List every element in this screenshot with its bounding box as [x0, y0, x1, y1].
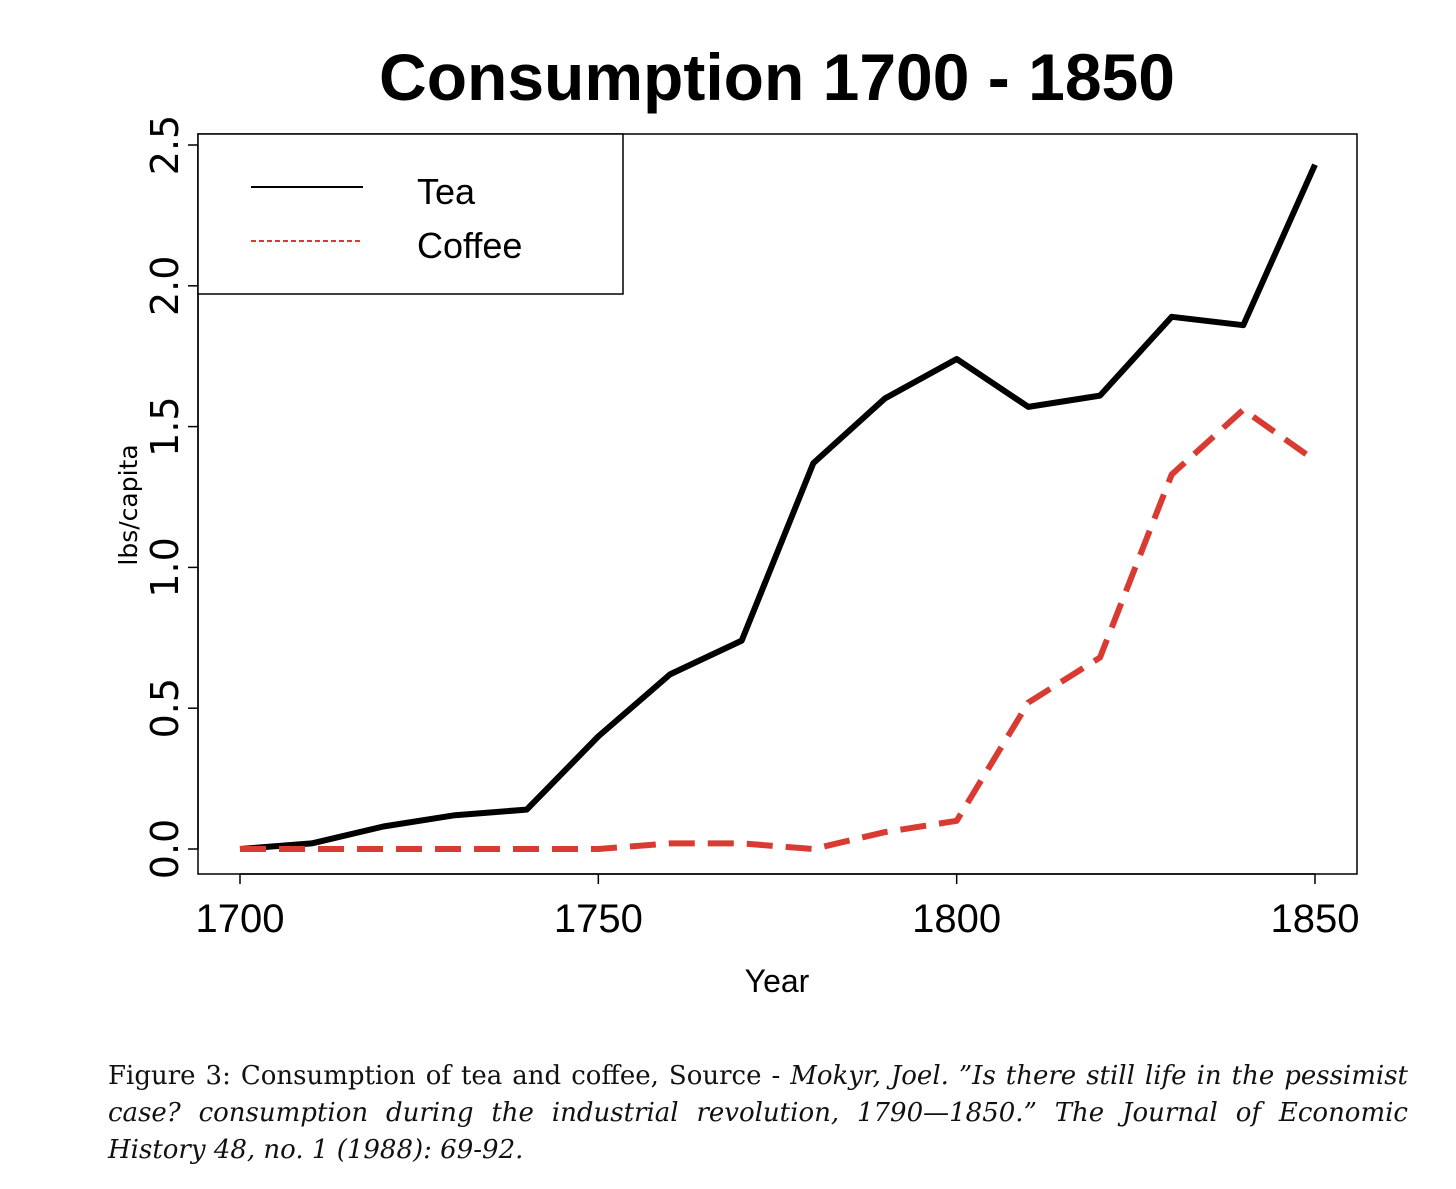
y-tick-label: 2.5 [143, 115, 187, 175]
chart-title: Consumption 1700 - 1850 [379, 40, 1175, 114]
series-layer [239, 163, 1318, 852]
y-axis: 0.0 0.5 1.0 1.5 2.0 2.5 [143, 115, 199, 879]
legend-label-coffee: Coffee [417, 225, 522, 266]
x-tick-label: 1850 [1271, 897, 1360, 941]
x-tick-label: 1700 [196, 897, 285, 941]
caption-prefix: Figure 3: Consumption of tea and coffee,… [108, 1061, 791, 1091]
x-tick-label: 1750 [554, 897, 643, 941]
legend-box [197, 133, 624, 295]
y-tick-label: 1.5 [143, 396, 187, 456]
legend-label-tea: Tea [417, 171, 476, 212]
y-tick-label: 2.0 [143, 256, 187, 316]
caption-citation: Mokyr, Joel. ”Is there still life in the… [108, 1061, 1408, 1165]
series-line-tea [239, 163, 1318, 852]
x-axis-label: Year [745, 963, 810, 999]
legend: Tea Coffee [197, 133, 624, 295]
figure-caption: Figure 3: Consumption of tea and coffee,… [108, 1058, 1408, 1169]
x-axis: 1700 1750 1800 1850 [196, 873, 1360, 941]
x-tick-label: 1800 [912, 897, 1001, 941]
y-tick-label: 1.0 [143, 537, 187, 597]
y-axis-label: lbs/capita [114, 444, 143, 565]
y-tick-label: 0.0 [143, 819, 187, 879]
series-line-coffee [240, 406, 1317, 852]
y-tick-label: 0.5 [143, 678, 187, 738]
